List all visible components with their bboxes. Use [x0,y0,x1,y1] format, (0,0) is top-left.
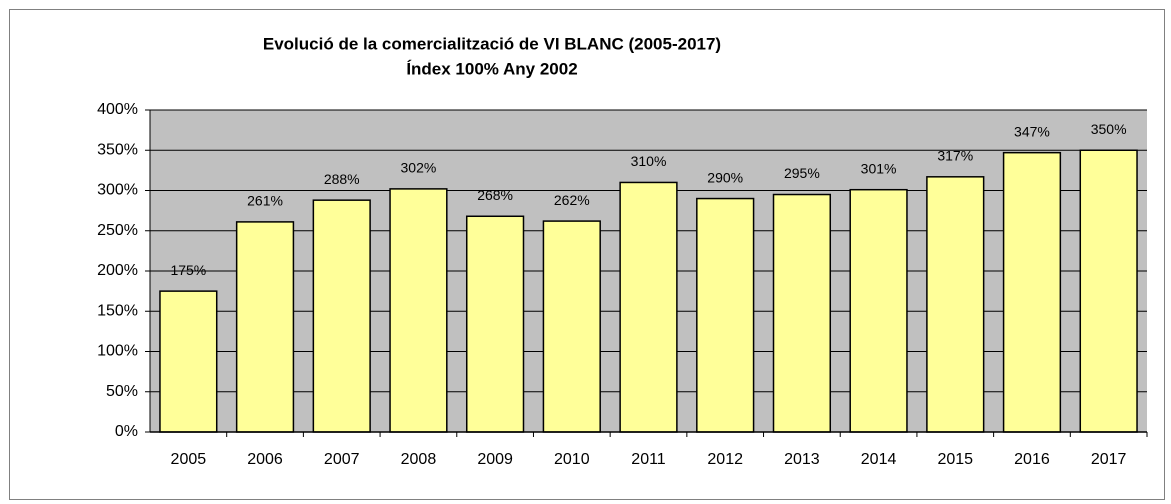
bar [312,199,371,433]
y-tick-label: 100% [97,343,138,360]
x-tick-label: 2008 [401,451,437,468]
y-tick-label: 0% [115,423,138,440]
x-tick-label: 2011 [631,451,666,468]
value-label: 175% [170,262,206,278]
x-tick-label: 2015 [937,451,973,468]
y-tick-label: 200% [97,262,138,279]
value-label: 301% [861,160,897,176]
y-tick-label: 150% [97,302,138,319]
y-tick-label: 50% [106,383,138,400]
x-tick-label: 2005 [171,451,207,468]
bar [619,181,678,433]
value-label: 262% [554,192,590,208]
value-label: 347% [1014,123,1050,139]
chart-subtitle: Índex 100% Any 2002 [406,59,577,78]
y-tick-label: 300% [97,182,138,199]
value-label: 350% [1091,121,1127,137]
value-label: 268% [477,187,513,203]
bar [542,220,601,433]
bar [235,221,295,433]
value-label: 302% [401,160,437,176]
bar [772,193,832,433]
x-tick-label: 2009 [477,451,513,468]
x-tick-label: 2010 [554,451,590,468]
value-label: 261% [247,193,283,209]
bar [696,197,755,433]
y-tick-label: 250% [97,222,138,239]
value-label: 310% [631,153,667,169]
y-tick-label: 400% [97,101,138,118]
x-tick-label: 2016 [1014,451,1050,468]
bar [1079,149,1138,433]
bar [926,176,985,433]
y-tick-label: 350% [97,141,138,158]
x-tick-label: 2012 [707,451,743,468]
x-tick-label: 2007 [324,451,360,468]
x-tick-label: 2014 [861,451,897,468]
bar [389,188,448,433]
value-label: 317% [937,148,973,164]
value-label: 295% [784,165,820,181]
bar [1002,151,1062,433]
x-tick-label: 2013 [784,451,820,468]
bar [849,188,908,433]
x-tick-label: 2006 [247,451,283,468]
value-label: 290% [707,169,743,185]
value-label: 288% [324,171,360,187]
bar [159,290,218,433]
x-tick-label: 2017 [1091,451,1127,468]
chart-title: Evolució de la comercialització de VI BL… [263,34,721,53]
bar [465,215,525,433]
